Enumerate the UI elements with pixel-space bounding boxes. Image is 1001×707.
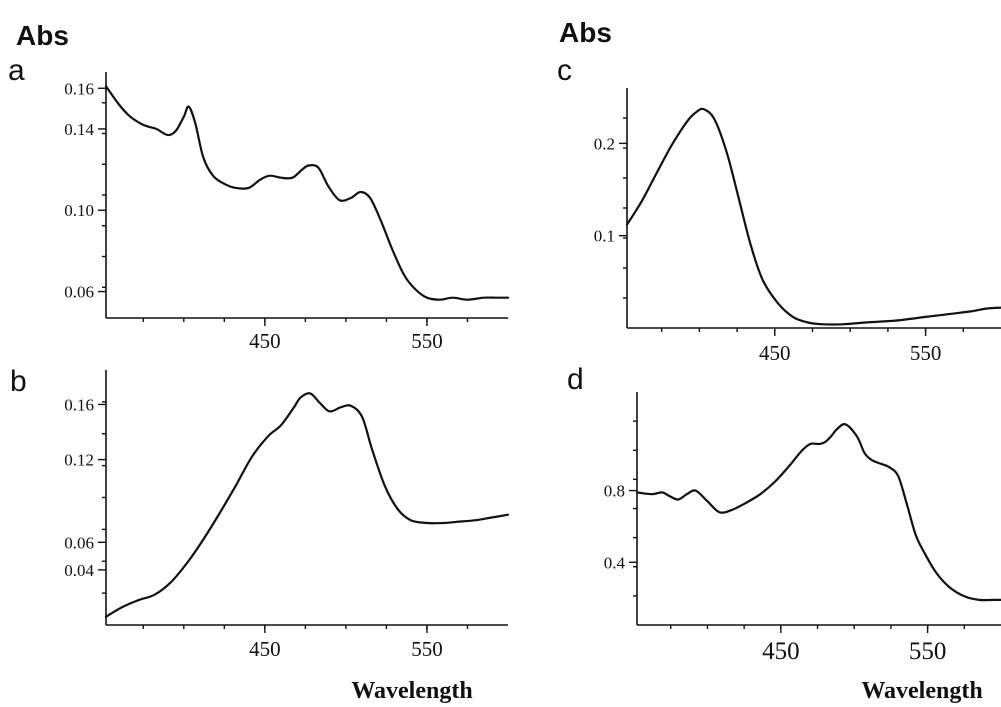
panel-c: c 0.1 0.2 450 550 [557,54,1001,365]
wavelength-label-right: Wavelength [861,678,982,704]
abs-label-right: Abs [559,17,612,48]
y-tick-label: 0.10 [64,201,94,220]
y-tick-label: 0.4 [604,553,626,572]
y-tick-label: 0.06 [64,533,94,552]
wavelength-label-left: Wavelength [351,678,472,704]
y-tick-label: 0.06 [64,283,94,302]
spectrum-line-c [625,107,1001,326]
abs-label-left: Abs [16,20,69,51]
panel-a: a 0.06 0.10 0.14 0.16 450 550 [8,54,510,353]
spectrum-line-d [635,423,1001,602]
x-tick-label: 550 [411,329,443,353]
panel-letter-c: c [557,54,572,87]
y-tick-label: 0.12 [64,451,94,470]
y-tick-label: 0.04 [64,561,94,580]
y-tick-label: 0.14 [64,120,94,139]
y-tick-label: 0.2 [594,134,615,153]
panel-d: d 0.4 0.8 450 550 [567,363,1001,665]
spectrum-line-b [104,392,510,618]
y-tick-label: 0.8 [604,482,625,501]
chart-panels: a 0.06 0.10 0.14 0.16 450 550 b 0.04 0.06 0.12 0.16… [8,54,1001,665]
x-tick-label: 450 [759,341,791,365]
x-tick-label: 550 [411,637,443,661]
y-tick-label: 0.16 [64,395,94,414]
x-tick-label: 550 [910,341,942,365]
x-tick-label: 450 [249,329,281,353]
y-tick-label: 0.16 [64,79,94,98]
spectrum-line-a [104,85,510,301]
panel-b: b 0.04 0.06 0.12 0.16 450 550 [10,365,510,661]
panel-letter-b: b [10,365,27,398]
x-tick-label: 550 [909,638,947,665]
x-tick-label: 450 [249,637,281,661]
panel-letter-d: d [567,363,584,396]
panel-letter-a: a [8,54,25,87]
y-tick-label: 0.1 [594,227,615,246]
x-tick-label: 450 [762,638,800,665]
